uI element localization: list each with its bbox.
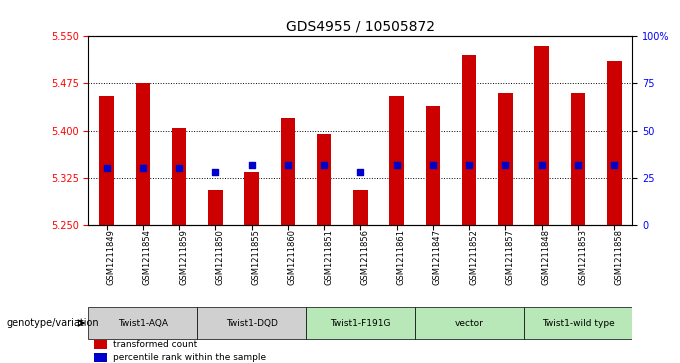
Text: GSM1211860: GSM1211860	[288, 229, 297, 285]
Point	[464, 162, 475, 168]
Text: GSM1211857: GSM1211857	[505, 229, 515, 285]
Text: percentile rank within the sample: percentile rank within the sample	[113, 353, 266, 362]
Point	[246, 162, 257, 168]
Text: GSM1211854: GSM1211854	[143, 229, 152, 285]
FancyBboxPatch shape	[88, 307, 197, 339]
Text: GSM1211861: GSM1211861	[396, 229, 406, 285]
Text: GSM1211858: GSM1211858	[614, 229, 624, 285]
Text: Twist1-AQA: Twist1-AQA	[118, 319, 168, 327]
Bar	[353, 191, 368, 225]
Text: GSM1211847: GSM1211847	[433, 229, 442, 285]
Text: transformed count: transformed count	[113, 340, 197, 349]
Title: GDS4955 / 10505872: GDS4955 / 10505872	[286, 20, 435, 34]
Point	[173, 166, 184, 171]
Text: GSM1211849: GSM1211849	[107, 229, 116, 285]
Bar	[462, 55, 477, 225]
Point	[391, 162, 402, 168]
Bar	[390, 96, 404, 225]
Bar	[94, 353, 107, 362]
Point	[609, 162, 619, 168]
Text: vector: vector	[455, 319, 483, 327]
FancyBboxPatch shape	[524, 307, 632, 339]
Text: GSM1211851: GSM1211851	[324, 229, 333, 285]
Bar	[571, 93, 585, 225]
Bar	[498, 93, 513, 225]
Text: GSM1211853: GSM1211853	[578, 229, 587, 285]
Point	[537, 162, 547, 168]
Text: Twist1-F191G: Twist1-F191G	[330, 319, 390, 327]
Text: GSM1211852: GSM1211852	[469, 229, 478, 285]
Bar	[135, 83, 150, 225]
Text: GSM1211848: GSM1211848	[542, 229, 551, 285]
Point	[428, 162, 439, 168]
FancyBboxPatch shape	[197, 307, 306, 339]
Text: genotype/variation: genotype/variation	[7, 318, 99, 328]
Point	[101, 166, 112, 171]
Text: GSM1211855: GSM1211855	[252, 229, 260, 285]
Text: Twist1-DQD: Twist1-DQD	[226, 319, 277, 327]
Bar	[244, 172, 259, 225]
Bar	[99, 96, 114, 225]
Bar	[426, 106, 440, 225]
Point	[137, 166, 148, 171]
Bar	[172, 127, 186, 225]
FancyBboxPatch shape	[306, 307, 415, 339]
Bar	[534, 46, 549, 225]
Bar	[281, 118, 295, 225]
Text: GSM1211856: GSM1211856	[360, 229, 369, 285]
Text: GSM1211850: GSM1211850	[216, 229, 224, 285]
Point	[355, 169, 366, 175]
FancyBboxPatch shape	[415, 307, 524, 339]
Point	[319, 162, 330, 168]
Bar	[317, 134, 331, 225]
Text: GSM1211859: GSM1211859	[179, 229, 188, 285]
Point	[210, 169, 221, 175]
Bar	[208, 191, 222, 225]
Text: Twist1-wild type: Twist1-wild type	[542, 319, 614, 327]
Point	[573, 162, 583, 168]
Point	[500, 162, 511, 168]
Bar	[94, 340, 107, 349]
Point	[282, 162, 293, 168]
Bar	[607, 61, 622, 225]
